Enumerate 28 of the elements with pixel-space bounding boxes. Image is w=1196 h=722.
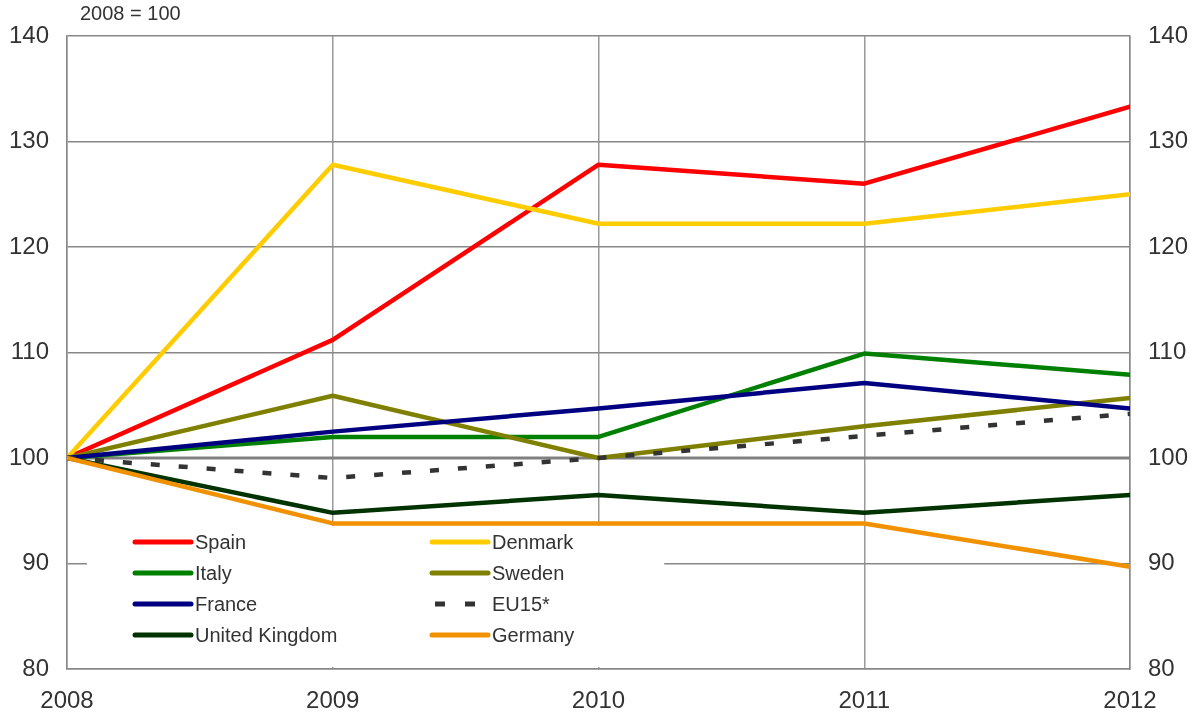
y-tick-label: 80 [22, 653, 49, 681]
x-tick-label: 2012 [1103, 686, 1157, 714]
legend-label: Sweden [492, 561, 565, 584]
y2-tick-label: 110 [1148, 337, 1187, 365]
y-tick-label: 130 [8, 126, 49, 154]
y2-tick-label: 90 [1148, 548, 1175, 576]
legend-label: Denmark [492, 530, 575, 553]
x-tick-label: 2010 [571, 686, 626, 714]
y2-tick-label: 140 [1148, 20, 1189, 48]
y-tick-label: 100 [8, 442, 49, 470]
x-tick-label: 2011 [838, 686, 891, 714]
x-tick-label: 2008 [40, 686, 94, 714]
legend-label: Italy [195, 561, 232, 584]
y-tick-label: 90 [22, 548, 49, 576]
legend-label: United Kingdom [195, 623, 338, 646]
y2-tick-label: 130 [1148, 126, 1189, 154]
x-tick-label: 2009 [306, 686, 360, 714]
y2-tick-label: 120 [1148, 231, 1189, 259]
legend-label: EU15* [492, 592, 551, 615]
y2-tick-label: 100 [1148, 442, 1189, 470]
y-tick-label: 140 [8, 20, 49, 48]
y-tick-label: 110 [10, 337, 49, 365]
legend-label: France [195, 592, 258, 615]
y2-tick-label: 80 [1148, 653, 1175, 681]
legend-label: Spain [195, 530, 247, 553]
y-tick-label: 120 [8, 231, 49, 259]
y-axis-title: 2008 = 100 [80, 1, 181, 24]
legend-label: Germany [492, 623, 575, 646]
